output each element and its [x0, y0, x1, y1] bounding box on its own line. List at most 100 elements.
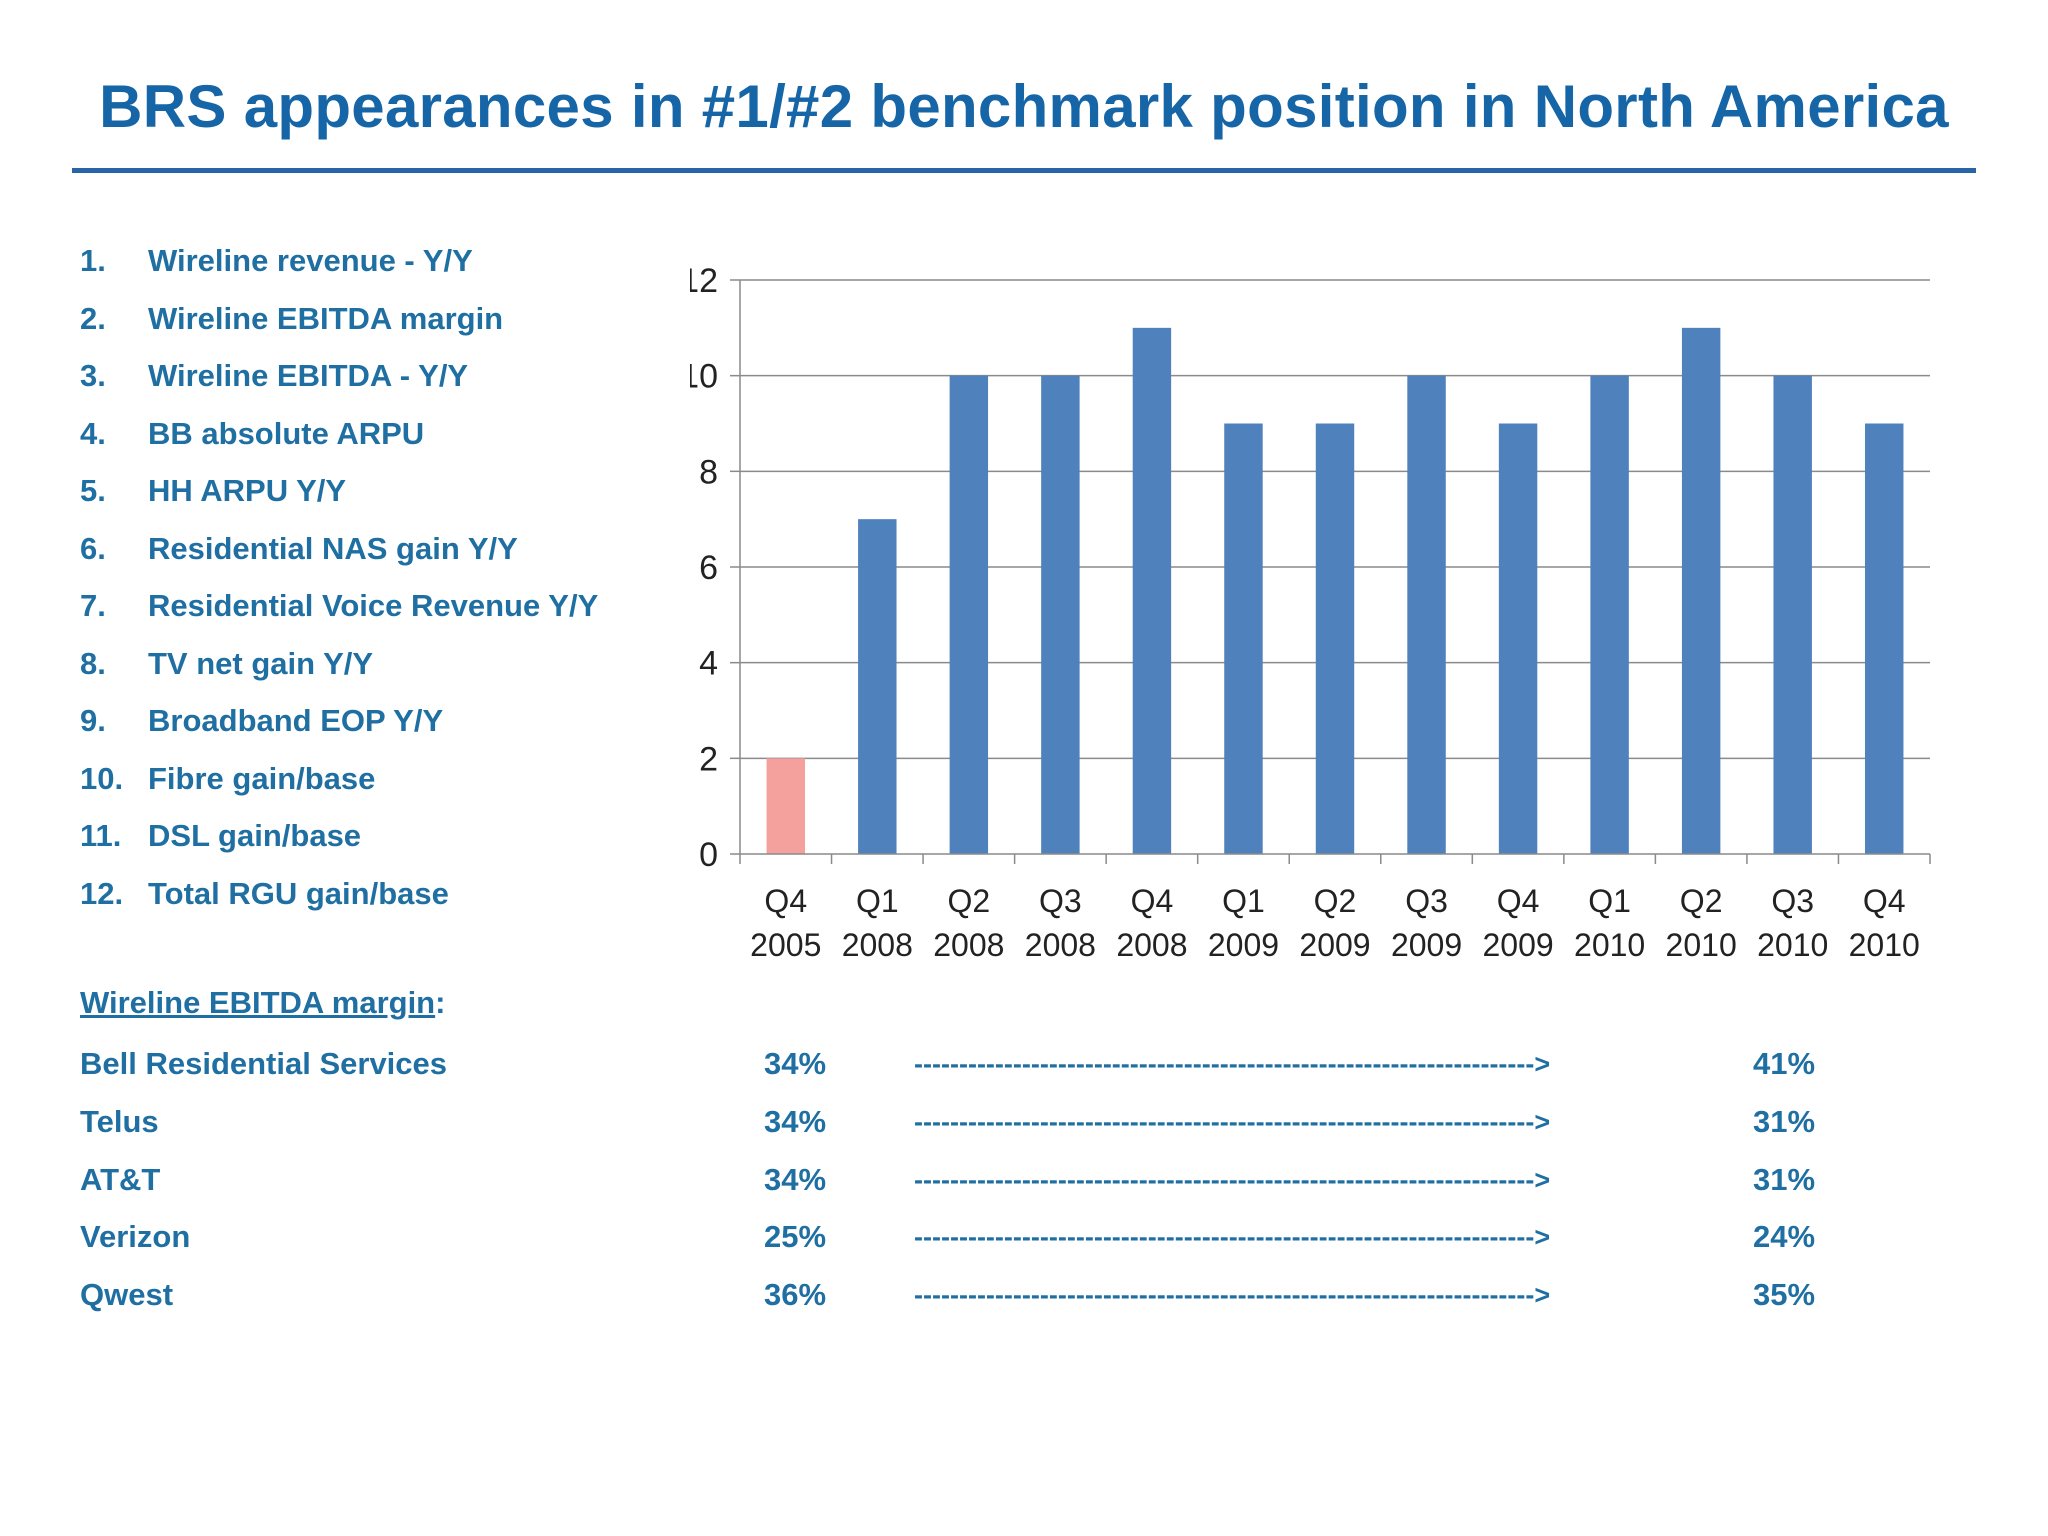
metric-label: Broadband EOP Y/Y: [148, 703, 444, 738]
metric-item: 3. Wireline EBITDA - Y/Y: [80, 353, 640, 411]
x-tick-label: Q3: [1771, 883, 1814, 919]
bar: [1224, 423, 1263, 854]
margin-start-value: 25%: [764, 1219, 827, 1254]
title-divider: [72, 168, 1976, 173]
metric-label: Total RGU gain/base: [148, 875, 449, 911]
metric-item: 2. Wireline EBITDA margin: [80, 296, 640, 354]
x-tick-label: Q4: [1497, 883, 1540, 919]
y-tick-label: 0: [699, 836, 718, 874]
company-name: Telus: [80, 1104, 159, 1139]
bar: [766, 758, 805, 854]
metric-number: 2.: [80, 300, 106, 336]
metric-label: DSL gain/base: [148, 818, 362, 853]
x-tick-label: 2009: [1299, 927, 1370, 963]
metric-number: 6.: [80, 530, 106, 566]
metric-label: Wireline EBITDA margin: [148, 300, 504, 336]
bar: [1773, 375, 1812, 854]
margin-section-heading: Wireline EBITDA margin:: [80, 985, 445, 1021]
trend-arrow: ----------------------------------------…: [914, 1107, 1551, 1137]
margin-start-value: 34%: [764, 1104, 827, 1139]
margin-row: AT&T 34% -------------------------------…: [80, 1157, 1880, 1203]
bar: [1407, 375, 1446, 854]
x-tick-label: 2009: [1391, 927, 1462, 963]
margin-row: Verizon 25% ----------------------------…: [80, 1214, 1880, 1260]
x-tick-label: Q4: [764, 883, 807, 919]
x-tick-label: 2010: [1849, 927, 1920, 963]
x-tick-label: Q4: [1131, 883, 1174, 919]
margin-start-value: 34%: [764, 1046, 827, 1081]
metric-label: Residential NAS gain Y/Y: [148, 530, 518, 566]
x-tick-label: 2008: [842, 927, 913, 963]
x-tick-label: Q2: [948, 883, 991, 919]
x-tick-label: 2010: [1574, 927, 1645, 963]
bar: [949, 375, 989, 854]
metric-item: 5. HH ARPU Y/Y: [80, 468, 640, 526]
metric-number: 11.: [80, 818, 122, 853]
x-tick-label: Q1: [856, 883, 899, 919]
metric-item: 12. Total RGU gain/base: [80, 871, 640, 929]
metric-item: 9. Broadband EOP Y/Y: [80, 698, 640, 756]
trend-arrow: ----------------------------------------…: [914, 1280, 1551, 1310]
bar: [1315, 423, 1355, 854]
metric-item: 11. DSL gain/base: [80, 813, 640, 871]
y-tick-label: 10: [690, 358, 718, 396]
metric-label: Residential Voice Revenue Y/Y: [148, 588, 599, 623]
metric-label: Fibre gain/base: [148, 760, 376, 796]
x-tick-label: 2008: [1116, 927, 1187, 963]
margin-row: Qwest 36% ------------------------------…: [80, 1272, 1880, 1318]
bar: [1681, 327, 1721, 854]
metric-number: 3.: [80, 358, 106, 393]
benchmark-metric-list: 1. Wireline revenue - Y/Y 2. Wireline EBIT…: [80, 238, 640, 928]
margin-row: Bell Residential Services 34% ----------…: [80, 1041, 1880, 1087]
metric-number: 9.: [80, 703, 106, 738]
bar: [1865, 423, 1904, 854]
metric-number: 5.: [80, 473, 106, 508]
metric-label: Wireline EBITDA - Y/Y: [148, 358, 469, 393]
y-tick-label: 12: [690, 262, 718, 300]
y-tick-label: 6: [699, 549, 718, 587]
chart-labels: 0 2 4 6 8 10 12 Q4 2005 Q1 2008 Q2 2008 Q3 2008 Q4 2008 Q…: [690, 262, 1920, 963]
metric-label: BB absolute ARPU: [148, 415, 425, 451]
x-tick-label: Q4: [1863, 883, 1906, 919]
x-tick-label: Q2: [1680, 883, 1723, 919]
margin-end-value: 41%: [1753, 1046, 1816, 1081]
margin-start-value: 36%: [764, 1277, 827, 1312]
margin-row: Telus 34% ------------------------------…: [80, 1099, 1880, 1145]
benchmark-bar-chart: 0 2 4 6 8 10 12 Q4 2005 Q1 2008 Q2 2008 Q3 2008 Q4 2008 Q…: [690, 262, 1931, 963]
bar: [1590, 375, 1629, 854]
trend-arrow: ----------------------------------------…: [914, 1165, 1551, 1195]
metric-label: TV net gain Y/Y: [148, 645, 374, 681]
metric-number: 10.: [80, 760, 124, 796]
margin-start-value: 34%: [764, 1162, 827, 1197]
metric-number: 4.: [80, 415, 106, 451]
company-name: AT&T: [80, 1162, 161, 1197]
x-tick-label: Q3: [1405, 883, 1448, 919]
slide-title: BRS appearances in #1/#2 benchmark posit…: [99, 73, 1949, 140]
metric-label: HH ARPU Y/Y: [148, 473, 347, 508]
company-name: Qwest: [80, 1277, 174, 1312]
x-tick-label: 2009: [1208, 927, 1279, 963]
margin-end-value: 35%: [1753, 1277, 1816, 1312]
x-tick-label: 2010: [1757, 927, 1828, 963]
bar: [858, 519, 897, 854]
margin-end-value: 24%: [1753, 1219, 1816, 1254]
y-tick-label: 2: [699, 740, 718, 778]
trend-arrow: ----------------------------------------…: [914, 1049, 1551, 1079]
metric-number: 1.: [80, 243, 106, 278]
trend-arrow: ----------------------------------------…: [914, 1222, 1551, 1252]
bar: [1041, 375, 1080, 854]
metric-item: 1. Wireline revenue - Y/Y: [80, 238, 640, 296]
x-tick-label: 2008: [1025, 927, 1096, 963]
margin-end-value: 31%: [1753, 1104, 1816, 1139]
y-tick-label: 4: [699, 645, 718, 683]
metric-item: 8. TV net gain Y/Y: [80, 641, 640, 699]
margin-heading-suffix: :: [435, 985, 446, 1020]
metric-item: 4. BB absolute ARPU: [80, 411, 640, 469]
x-tick-label: 2009: [1482, 927, 1553, 963]
metric-number: 8.: [80, 645, 106, 681]
metric-item: 6. Residential NAS gain Y/Y: [80, 526, 640, 584]
margin-end-value: 31%: [1753, 1162, 1816, 1197]
x-tick-label: Q1: [1222, 883, 1265, 919]
metric-number: 12.: [80, 875, 124, 911]
bar: [1132, 327, 1172, 854]
